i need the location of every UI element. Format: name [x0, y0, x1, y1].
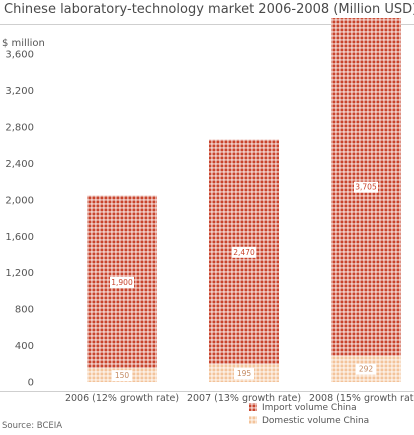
y-axis: 0 400 800 1,200 1,600 2,000 2,400 2,800 3,200 3,6… [5, 50, 34, 389]
y-tick-label: 2,000 [5, 195, 34, 206]
domestic-value-label: 292 [359, 365, 374, 374]
y-tick-label: 0 [28, 378, 34, 389]
y-tick-label: 2,400 [5, 159, 34, 170]
legend-label: Domestic volume China [262, 416, 369, 426]
import-value-label-bg [110, 276, 134, 288]
y-tick-label: 800 [15, 305, 34, 316]
legend: Import volume China Domestic volume China [249, 403, 369, 426]
import-value-label: 2,470 [233, 248, 255, 257]
y-tick-label: 1,200 [5, 268, 34, 279]
domestic-value-label: 195 [237, 369, 252, 378]
import-value-label: 3,705 [355, 183, 377, 192]
domestic-value-label-bg [234, 368, 254, 380]
legend-label: Import volume China [262, 403, 357, 413]
y-axis-label: $ million [2, 38, 45, 49]
y-tick-label: 3,200 [5, 86, 34, 97]
import-value-label: 1,900 [111, 278, 133, 287]
bar-series: 1,900 150 2,470 195 3,705 292 [87, 18, 401, 382]
import-value-label-bg [232, 246, 256, 258]
domestic-value-label: 150 [115, 371, 130, 380]
top-divider [0, 24, 414, 25]
source-note: Source: BCEIA [2, 421, 63, 431]
y-tick-label: 1,600 [5, 232, 34, 243]
y-tick-label: 2,800 [5, 123, 34, 134]
x-tick-label: 2006 (12% growth rate) [65, 393, 179, 404]
bottom-divider [0, 391, 414, 392]
y-tick-label: 400 [15, 341, 34, 352]
domestic-value-label-bg [356, 363, 376, 375]
import-value-label-bg [354, 181, 378, 193]
x-tick-label: 2007 (13% growth rate) [187, 393, 301, 404]
chart-title: Chinese laboratory-technology market 200… [4, 2, 414, 17]
legend-swatch [249, 416, 257, 424]
legend-swatch [249, 403, 257, 411]
x-axis: 2006 (12% growth rate) 2007 (13% growth r… [65, 393, 414, 404]
x-tick-label: 2008 (15% growth rate) [309, 393, 414, 404]
domestic-value-label-bg [112, 370, 132, 382]
y-tick-label: 3,600 [5, 50, 34, 61]
